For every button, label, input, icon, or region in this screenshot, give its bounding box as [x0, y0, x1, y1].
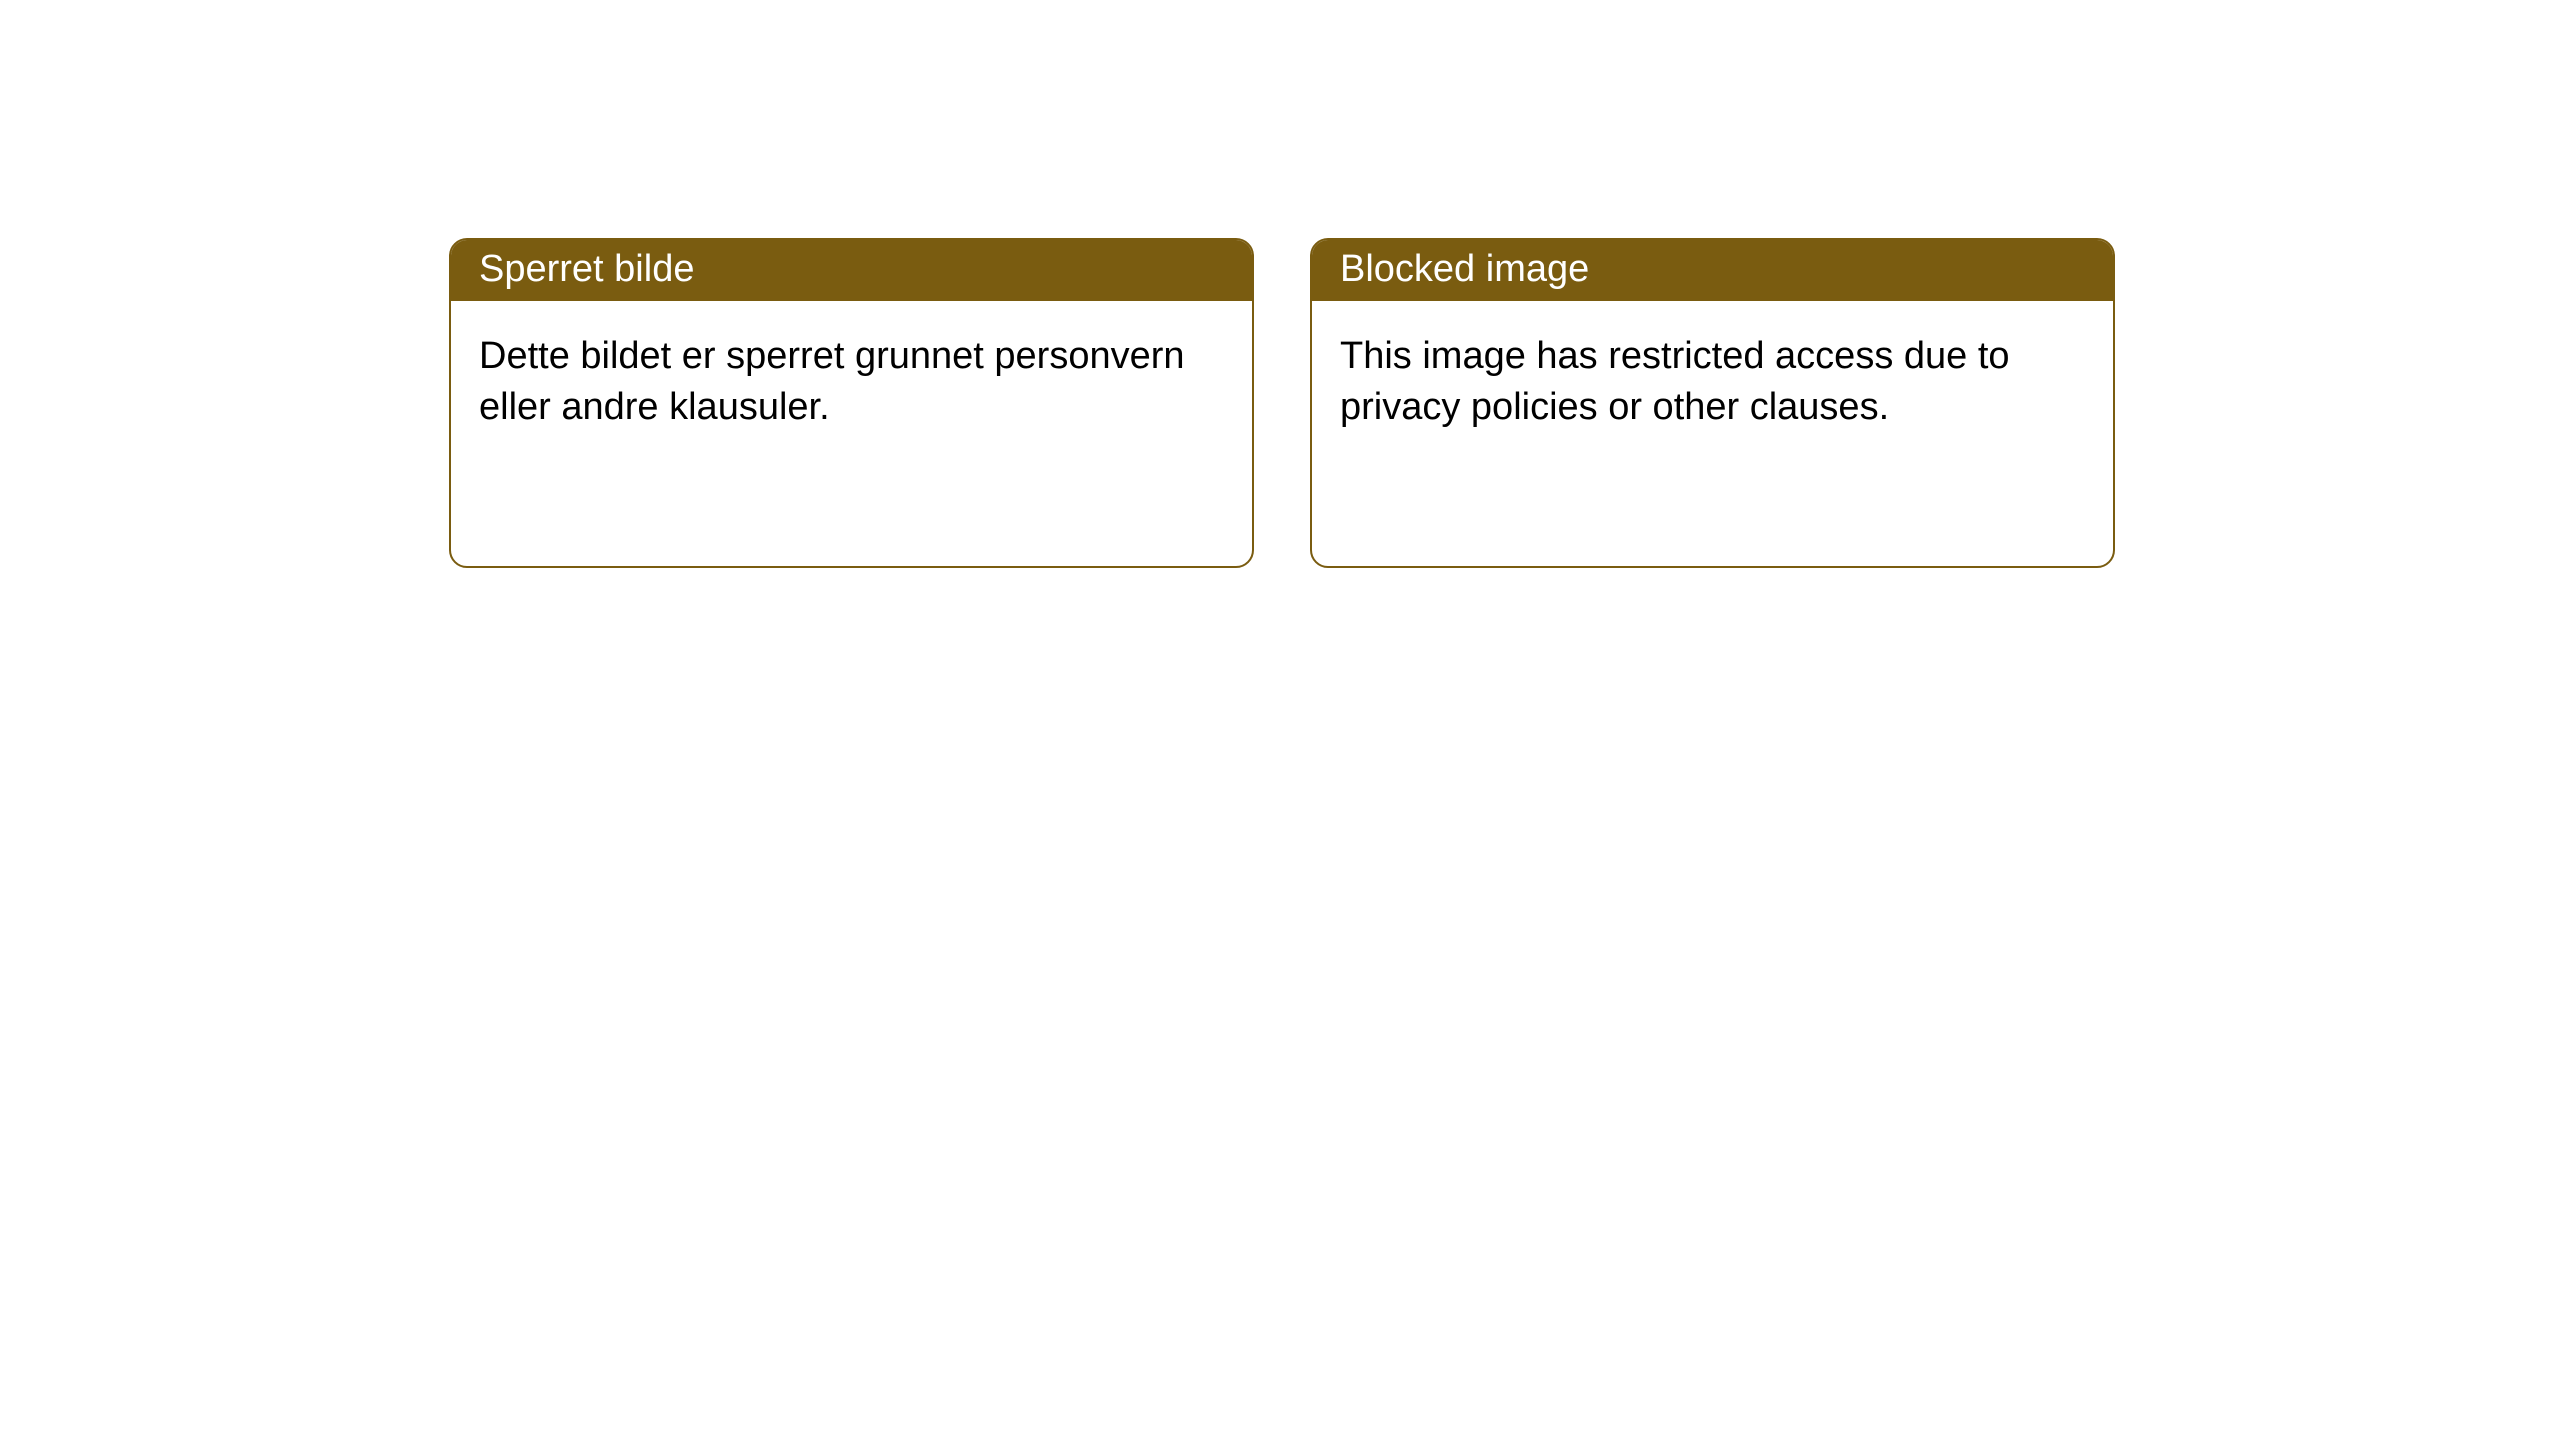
notice-body-text: Dette bildet er sperret grunnet personve… — [479, 335, 1185, 428]
notice-card-header: Blocked image — [1312, 240, 2113, 301]
notice-body-text: This image has restricted access due to … — [1340, 335, 2010, 428]
notice-card-body: This image has restricted access due to … — [1312, 301, 2113, 454]
notice-container: Sperret bilde Dette bildet er sperret gr… — [0, 0, 2560, 568]
notice-header-text: Sperret bilde — [479, 248, 694, 290]
notice-card-header: Sperret bilde — [451, 240, 1252, 301]
notice-card-body: Dette bildet er sperret grunnet personve… — [451, 301, 1252, 454]
notice-card-english: Blocked image This image has restricted … — [1310, 238, 2115, 568]
notice-card-norwegian: Sperret bilde Dette bildet er sperret gr… — [449, 238, 1254, 568]
notice-header-text: Blocked image — [1340, 248, 1589, 290]
